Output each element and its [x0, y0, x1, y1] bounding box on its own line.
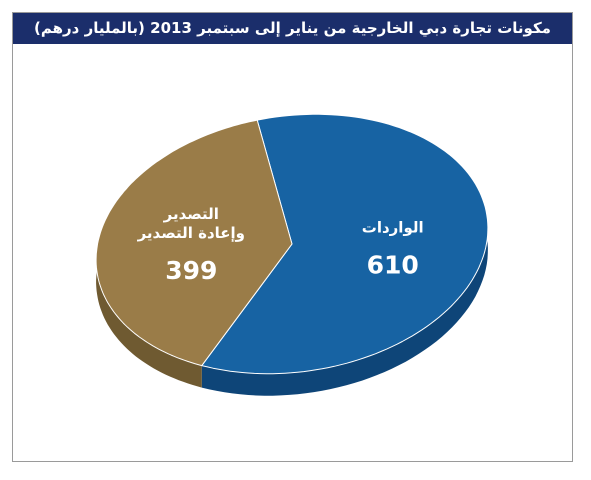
slice-value-label-1: 610 [367, 250, 419, 279]
pie-slice-2 [95, 119, 293, 367]
slice-value-label-2: 399 [165, 256, 217, 285]
slice-category-label-2: وإعادة التصدير [137, 224, 245, 242]
pie-slices [95, 113, 489, 375]
pie-slice-1 [201, 113, 489, 375]
chart-title: مكونات تجارة دبي الخارجية من يناير إلى س… [13, 13, 572, 44]
slice-category-label-2: التصدير [163, 205, 219, 223]
slice-category-label-1: الواردات [362, 218, 424, 236]
